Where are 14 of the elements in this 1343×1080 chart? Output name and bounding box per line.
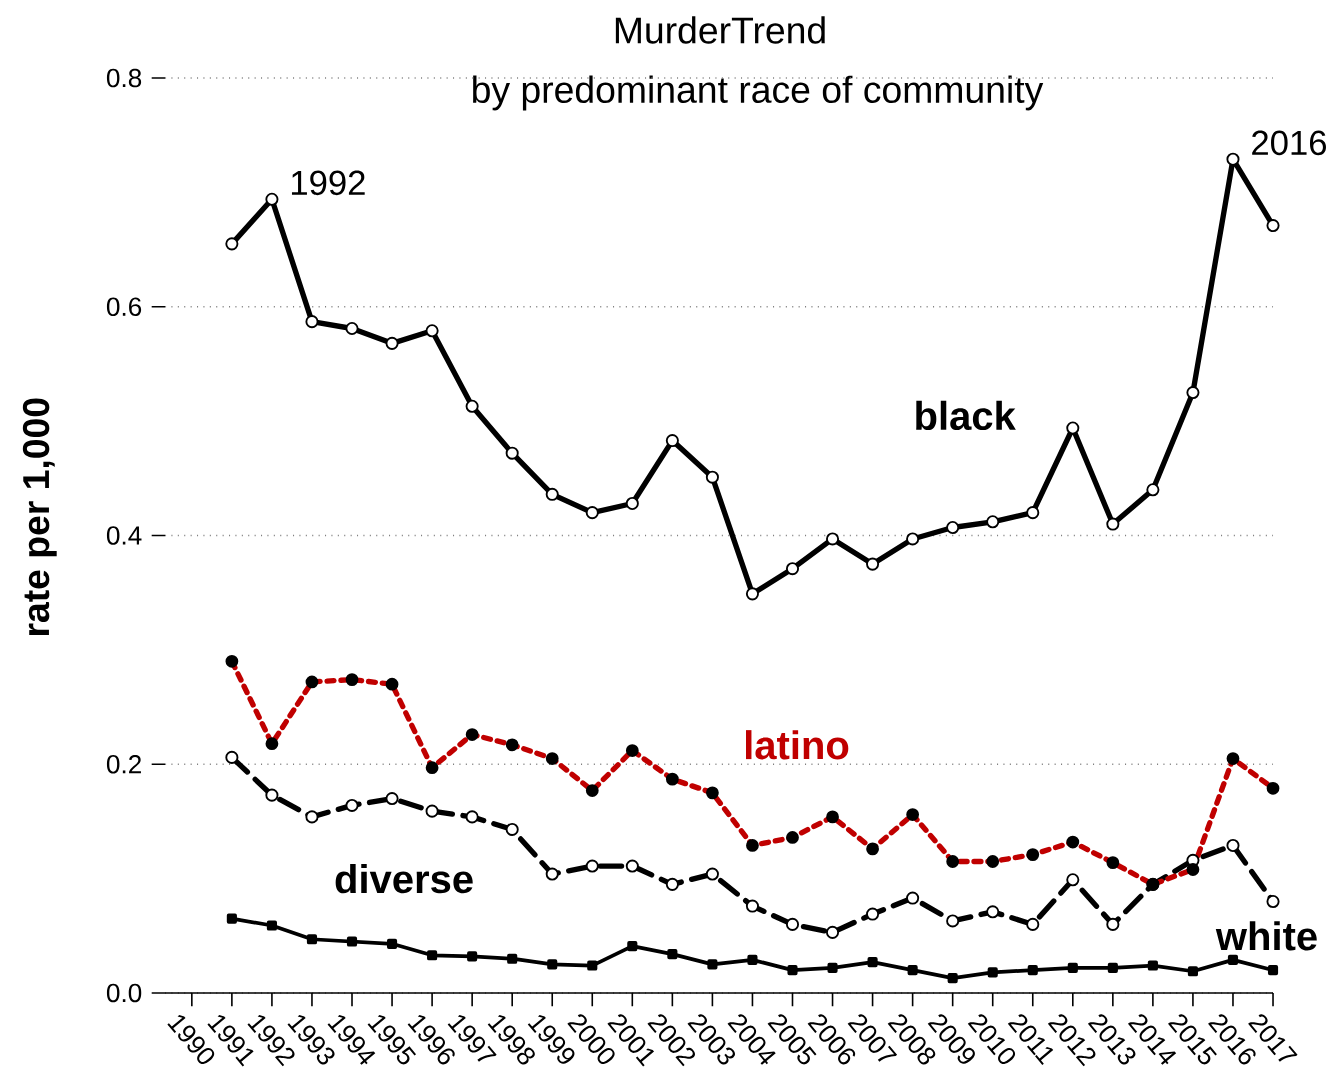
series-label: latino [745, 730, 849, 760]
series-label: black [916, 400, 1016, 431]
annotation: 1992 [291, 170, 365, 196]
y-tick-label: 0.6 [106, 297, 142, 316]
y-tick-label: 0.2 [106, 754, 141, 774]
y-tick-label: 0.8 [106, 68, 142, 88]
annotation: 2016 [1252, 130, 1326, 156]
series-label: diverse [335, 863, 473, 894]
chart-title: MurderTrend [615, 16, 825, 44]
chart-subtitle: by predominant race of community [473, 75, 1044, 111]
y-tick-label: 0.0 [106, 983, 142, 1003]
series-label: white [1215, 921, 1317, 951]
y-axis-title: rate per 1,000 [22, 398, 57, 636]
y-tick-label: 0.4 [106, 526, 142, 545]
